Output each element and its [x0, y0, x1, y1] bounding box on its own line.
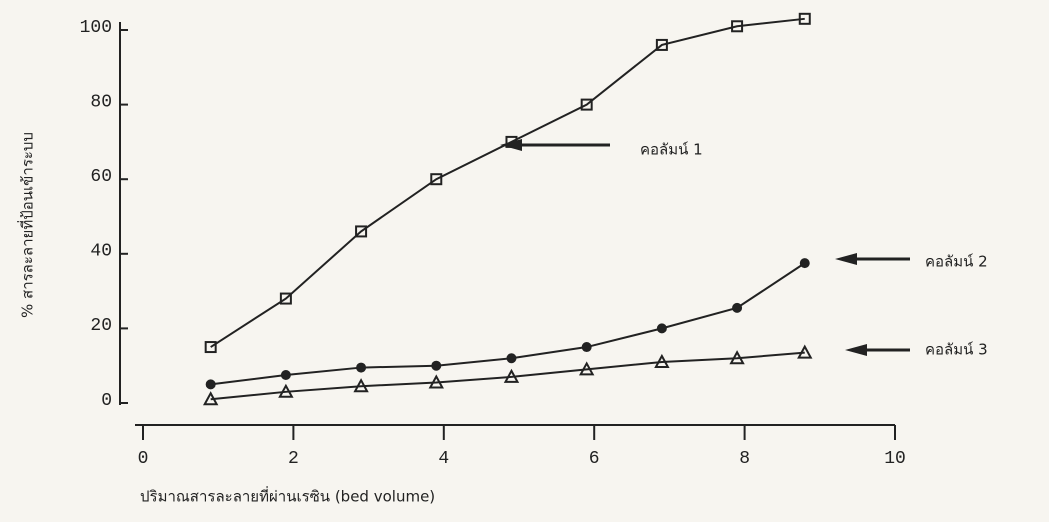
arrow-head	[835, 253, 857, 265]
point	[654, 353, 670, 368]
point	[431, 360, 442, 371]
x-tick-label: 2	[288, 449, 299, 469]
y-tick-label: 100	[80, 18, 112, 38]
point	[655, 38, 668, 51]
point	[204, 341, 217, 354]
point	[732, 302, 743, 313]
point	[280, 370, 291, 381]
point	[279, 292, 292, 305]
y-tick-label: 60	[90, 167, 112, 187]
point	[503, 368, 520, 383]
series-label: คอลัมน์ 2	[925, 253, 988, 271]
x-tick-label: 8	[739, 449, 750, 469]
point	[506, 353, 517, 364]
series-line	[210, 17, 805, 348]
point	[430, 173, 443, 186]
series-label: คอลัมน์ 3	[925, 341, 988, 359]
point	[797, 344, 813, 359]
x-tick-label: 0	[138, 449, 149, 469]
y-tick-label: 40	[90, 242, 112, 262]
point	[278, 383, 294, 398]
point	[355, 225, 368, 238]
point	[428, 374, 444, 389]
point	[353, 378, 369, 393]
point	[580, 98, 593, 111]
series-line	[210, 262, 806, 386]
series-label: คอลัมน์ 1	[640, 141, 703, 159]
point	[731, 20, 744, 33]
x-tick-label: 10	[884, 449, 906, 469]
arrow-head	[500, 139, 522, 151]
point	[202, 391, 219, 406]
point	[729, 350, 745, 365]
x-tick-label: 6	[589, 449, 600, 469]
point	[799, 258, 810, 269]
series-line	[210, 351, 805, 401]
y-tick-label: 0	[101, 391, 112, 411]
point	[581, 342, 592, 353]
x-tick-label: 4	[438, 449, 449, 469]
arrow-head	[845, 344, 867, 356]
y-tick-label: 20	[90, 316, 112, 336]
point	[578, 361, 595, 376]
point	[205, 379, 216, 390]
point	[356, 362, 367, 373]
point	[656, 323, 667, 334]
y-axis-label: % สารละลายที่ป้อนเข้าระบบ	[17, 132, 37, 318]
point	[798, 12, 811, 25]
x-axis-label: ปริมาณสารละลายที่ผ่านเรซิน (bed volume)	[140, 486, 435, 506]
y-tick-label: 80	[90, 92, 112, 112]
